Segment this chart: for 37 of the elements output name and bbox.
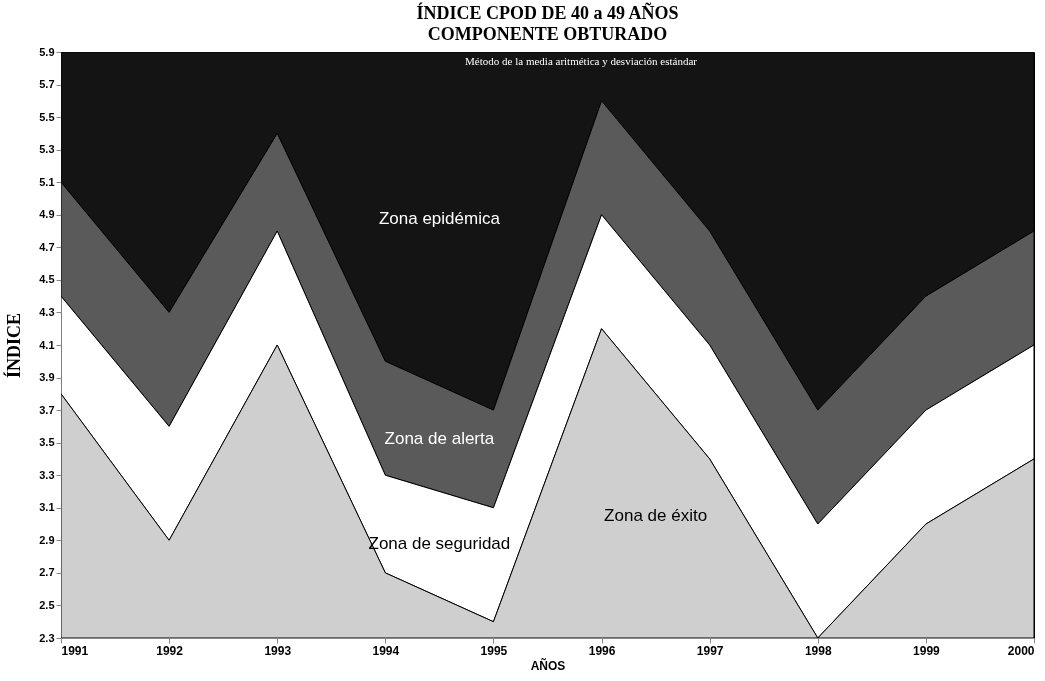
- series-label: Zona epidémica: [378, 208, 501, 228]
- x-tick-label: 1998: [804, 643, 832, 658]
- x-tick-label: 1997: [696, 643, 724, 658]
- y-tick-label: 5.7: [39, 78, 55, 91]
- x-tick-label: 1999: [913, 643, 941, 658]
- chart-title: ÍNDICE CPOD DE 40 a 49 AÑOS: [416, 2, 679, 23]
- y-tick-label: 2.5: [39, 598, 55, 611]
- y-tick-label: 4.9: [39, 208, 55, 221]
- y-tick-label: 5.3: [39, 143, 55, 156]
- x-tick-label: 2000: [1007, 643, 1035, 658]
- x-tick-label: 1991: [61, 643, 89, 658]
- y-tick-label: 3.7: [39, 403, 55, 416]
- series-label: Zona de alerta: [384, 428, 495, 448]
- y-tick-label: 2.9: [39, 533, 55, 546]
- x-axis-title: AÑOS: [530, 657, 566, 673]
- annotation: Método de la media aritmética y desviación estándar: [465, 55, 698, 67]
- y-tick-label: 3.1: [39, 501, 55, 514]
- y-tick-label: 4.1: [39, 338, 55, 351]
- y-tick-label: 2.7: [39, 566, 55, 579]
- y-tick-label: 5.5: [39, 110, 55, 123]
- x-tick-label: 1994: [372, 643, 400, 658]
- y-tick-label: 4.5: [39, 273, 55, 286]
- chart-subtitle: COMPONENTE OBTURADO: [427, 24, 668, 44]
- y-tick-label: 5.9: [39, 45, 55, 58]
- y-tick-label: 3.9: [39, 371, 55, 384]
- x-tick-label: 1996: [588, 643, 616, 658]
- y-tick-label: 2.3: [39, 631, 55, 644]
- y-tick-label: 3.3: [39, 468, 55, 481]
- series-label: Zona de éxito: [604, 505, 708, 525]
- y-tick-label: 4.7: [39, 240, 55, 253]
- x-tick-label: 1992: [156, 643, 184, 658]
- y-tick-label: 4.3: [39, 305, 55, 318]
- x-tick-label: 1995: [480, 643, 508, 658]
- y-axis-title: ÍNDICE: [3, 312, 25, 379]
- y-tick-label: 5.1: [39, 175, 55, 188]
- x-tick-label: 1993: [264, 643, 292, 658]
- y-tick-label: 3.5: [39, 436, 55, 449]
